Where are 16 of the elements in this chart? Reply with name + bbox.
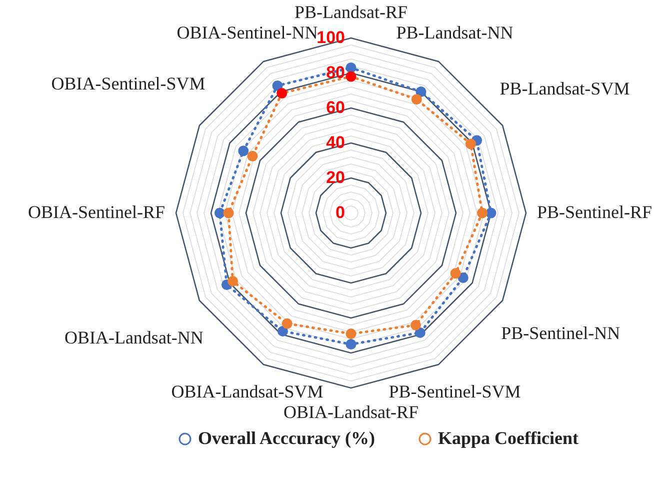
spoke-label: PB-Landsat-SVM <box>500 78 630 99</box>
y-tick-label: 100 <box>316 28 345 47</box>
spoke-label: OBIA-Sentinel-RF <box>28 202 165 222</box>
spoke-label: PB-Sentinel-RF <box>537 202 652 222</box>
spoke-label: PB-Sentinel-SVM <box>388 382 521 402</box>
spoke-label: PB-Landsat-NN <box>396 22 514 42</box>
spoke-label: OBIA-Landsat-NN <box>64 327 204 348</box>
spoke-label: OBIA-Landsat-SVM <box>171 382 324 402</box>
spoke-label: PB-Sentinel-NN <box>501 322 620 343</box>
spoke-label: OBIA-Sentinel-NN <box>176 22 318 42</box>
legend-label: Kappa Coefficient <box>438 428 578 448</box>
legend-label: Overall Acccuracy (%) <box>198 428 375 448</box>
spoke-label: OBIA-Landsat-RF <box>284 402 418 422</box>
spoke-label: PB-Landsat-RF <box>294 2 408 22</box>
y-tick-label: 0 <box>336 203 345 222</box>
spoke-label: OBIA-Sentinel-SVM <box>51 73 206 94</box>
